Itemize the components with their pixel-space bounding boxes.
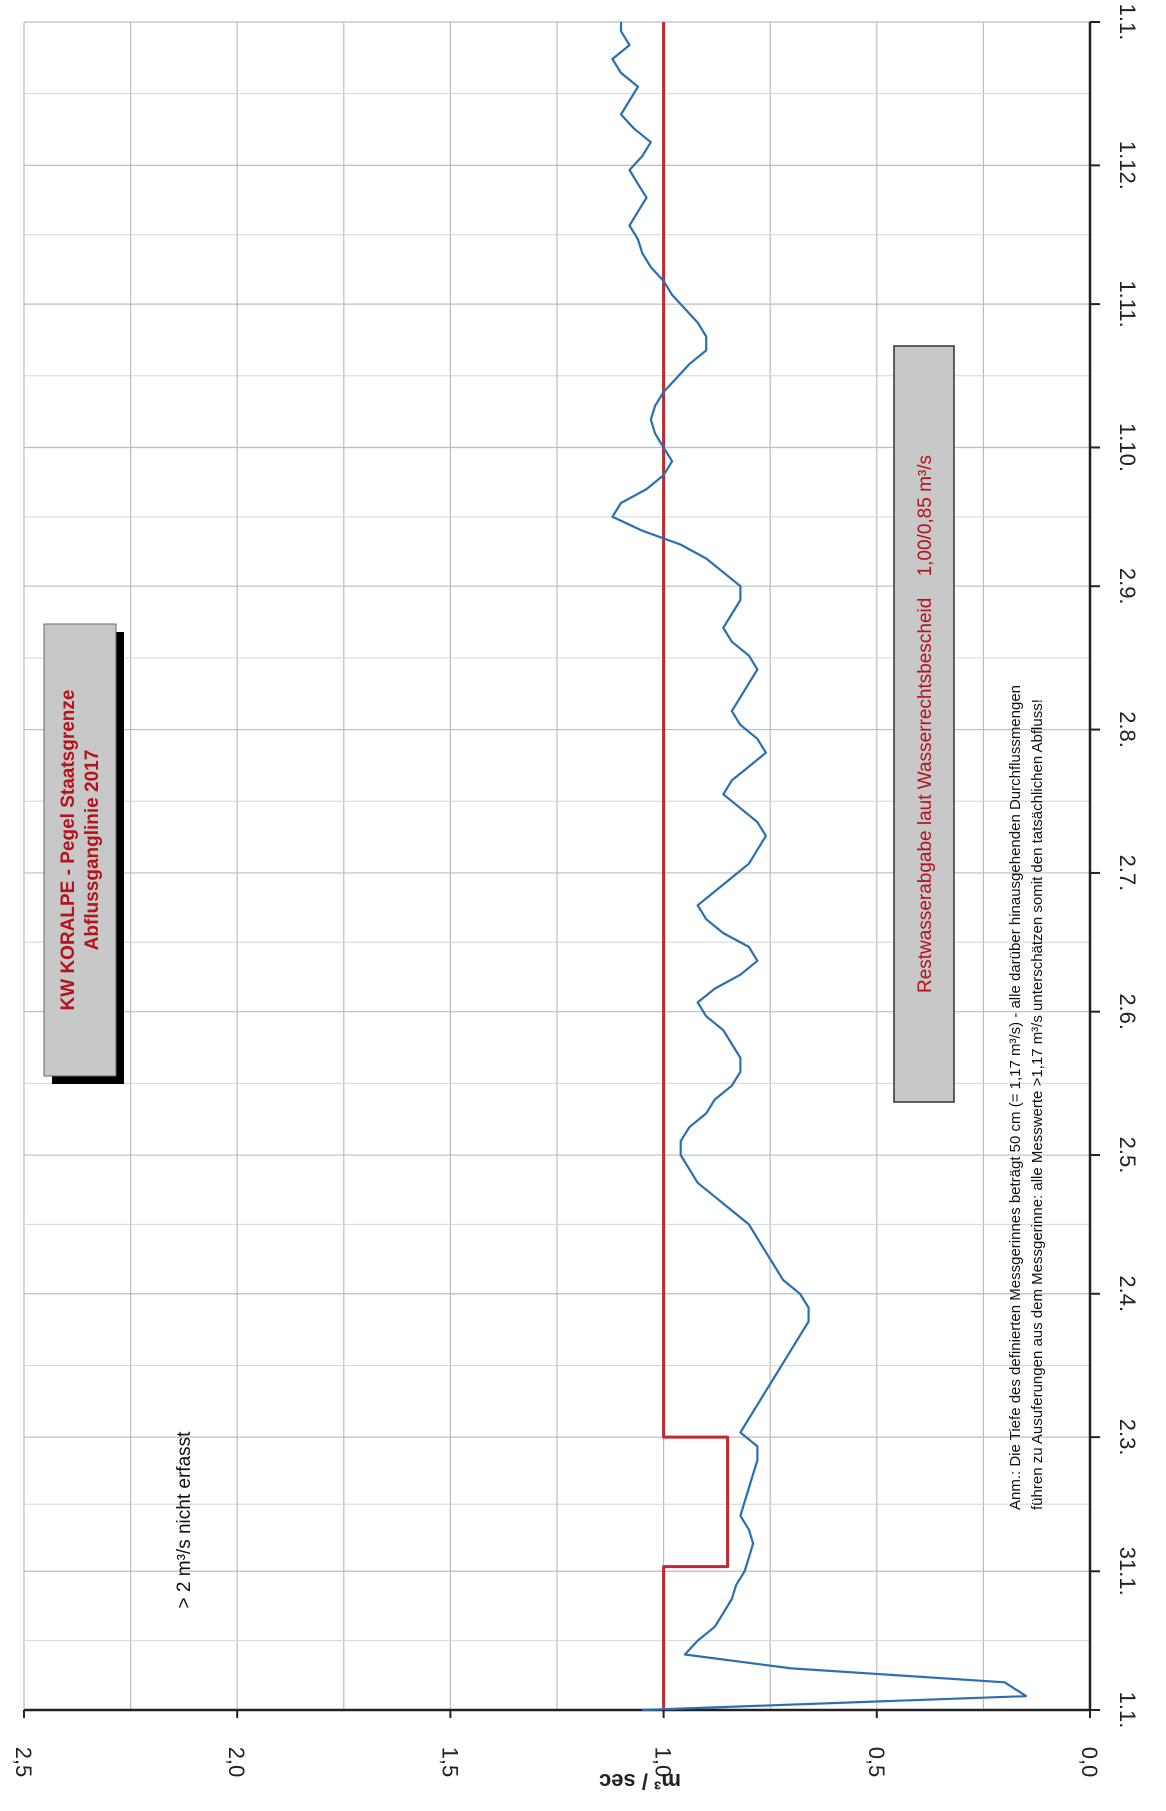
- note-line2: führen zu Ausuferungen aus dem Messgerin…: [1029, 699, 1046, 1510]
- value-tick-label: 0,5: [864, 1747, 889, 1778]
- time-tick-label: 2.7.: [1115, 855, 1140, 892]
- time-tick-label: 2.5.: [1115, 1137, 1140, 1174]
- not-recorded-annotation: > 2 m³/s nicht erfasst: [174, 1431, 195, 1609]
- value-tick-label: 1,0: [651, 1747, 676, 1778]
- chart-title-line2: Abflussganglinie 2017: [82, 750, 103, 951]
- time-tick-label: 1.11.: [1115, 280, 1140, 327]
- time-tick-label: 2.3.: [1115, 1419, 1140, 1456]
- tick-labels: 0,0 0,5 1,0 1,5 2,0 2,5 1.1. 31.1. 2.3. 2.4. 2.5. 2…: [11, 4, 1140, 1778]
- restwasser-text: Restwasserabgabe laut Wasserrechtsbesche…: [915, 598, 936, 993]
- time-tick-label: 1.10.: [1115, 423, 1140, 472]
- title-box: KW KORALPE - Pegel Staatsgrenze Abflussg…: [43, 623, 124, 1084]
- time-tick-label: 31.1.: [1115, 1547, 1140, 1596]
- value-tick-label: 1,5: [437, 1747, 462, 1778]
- restwasser-label: Restwasserabgabe laut Wasserrechtsbesche…: [915, 455, 936, 993]
- time-tick-label: 1.1.: [1115, 1692, 1140, 1729]
- series-layer: [611, 22, 1028, 1712]
- time-tick-label: 2.8.: [1115, 711, 1140, 748]
- time-tick-label: 2.9.: [1115, 568, 1140, 605]
- time-tick-label: 1.1.: [1115, 4, 1140, 41]
- chart-title-line1: KW KORALPE - Pegel Staatsgrenze: [58, 690, 79, 1011]
- y-axis-label: m³ / sec: [599, 1769, 681, 1794]
- note-line1: Anm.: Die Tiefe des definierten Messgeri…: [1007, 685, 1024, 1510]
- restwasser-step-line: [662, 22, 730, 1710]
- time-tick-label: 2.6.: [1115, 993, 1140, 1030]
- restwasser-box: Restwasserabgabe laut Wasserrechtsbesche…: [893, 345, 955, 1103]
- value-tick-label: 2,5: [11, 1747, 36, 1778]
- time-tick-label: 1.12.: [1115, 141, 1140, 190]
- discharge-line: [611, 22, 1028, 1712]
- value-tick-label: 2,0: [224, 1747, 249, 1778]
- time-tick-label: 2.4.: [1115, 1275, 1140, 1312]
- restwasser-values: 1,00/0,85 m³/s: [915, 455, 936, 576]
- value-tick-label: 0,0: [1077, 1747, 1102, 1778]
